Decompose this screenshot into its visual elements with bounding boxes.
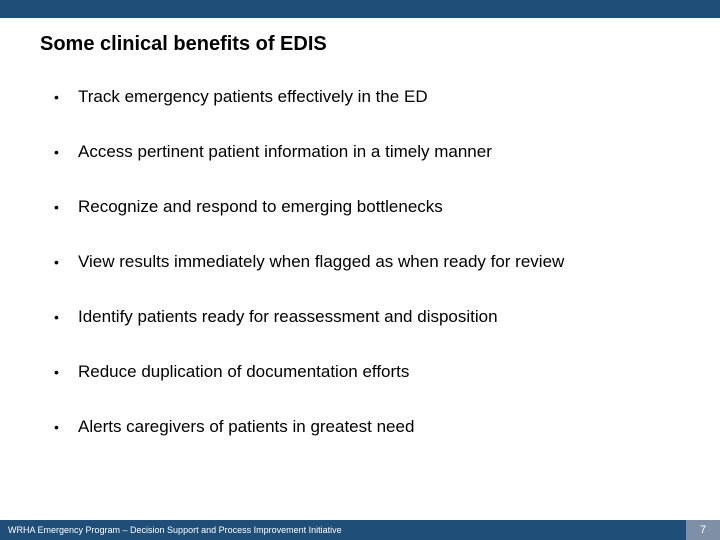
slide: Some clinical benefits of EDIS •Track em… [0,0,720,540]
bullet-item: •Recognize and respond to emerging bottl… [54,196,680,218]
bullet-dot-icon: • [54,306,78,328]
bullet-item: •Reduce duplication of documentation eff… [54,361,680,383]
bullet-text: Identify patients ready for reassessment… [78,306,680,328]
bullet-text: Track emergency patients effectively in … [78,86,680,108]
bullet-text: Recognize and respond to emerging bottle… [78,196,680,218]
bullet-item: •Alerts caregivers of patients in greate… [54,416,680,438]
top-bar [0,0,720,18]
bullet-item: •Access pertinent patient information in… [54,141,680,163]
bullet-item: •Identify patients ready for reassessmen… [54,306,680,328]
bullet-dot-icon: • [54,361,78,383]
bullet-text: View results immediately when flagged as… [78,251,680,273]
bullet-list: •Track emergency patients effectively in… [54,86,680,438]
bullet-dot-icon: • [54,86,78,108]
bullet-item: •Track emergency patients effectively in… [54,86,680,108]
bullet-dot-icon: • [54,196,78,218]
page-number: 7 [686,520,720,540]
bullet-text: Access pertinent patient information in … [78,141,680,163]
bullet-dot-icon: • [54,251,78,273]
bullet-dot-icon: • [54,416,78,438]
bullet-text: Alerts caregivers of patients in greates… [78,416,680,438]
footer-text: WRHA Emergency Program – Decision Suppor… [0,520,686,540]
bullet-dot-icon: • [54,141,78,163]
slide-title: Some clinical benefits of EDIS [40,33,327,56]
footer-bar: WRHA Emergency Program – Decision Suppor… [0,520,720,540]
bullet-item: •View results immediately when flagged a… [54,251,680,273]
bullet-text: Reduce duplication of documentation effo… [78,361,680,383]
